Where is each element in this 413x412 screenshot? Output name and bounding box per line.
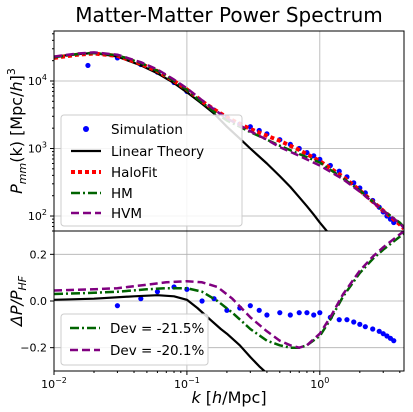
- bottom-series-simulation-point: [154, 289, 161, 295]
- legend-label-dev-hvm: Dev = -20.1%: [110, 343, 205, 359]
- bottom-series-dev-20-1-line: [54, 231, 404, 349]
- chart-title: Matter-Matter Power Spectrum: [75, 3, 382, 27]
- bottom-y-axis-label: ΔP/PHF: [7, 275, 29, 328]
- bottom-series-simulation-point: [224, 307, 230, 313]
- bottom-series-simulation-point: [344, 317, 350, 323]
- bottom-y-ticks: −0.2 0.0 0.2: [20, 248, 54, 355]
- bottom-series-simulation-point: [277, 310, 283, 316]
- bottom-y-tick-label: 0.0: [30, 295, 48, 308]
- bottom-panel: −0.20.00.2 10−2 10−1 100 ΔP/PHF k [h/Mpc] …: [7, 230, 405, 407]
- top-panel: 102 103 104 Pmm(k) [Mpc/h]3 Simulation Lin…: [5, 30, 405, 232]
- legend-label-dev-hm: Dev = -21.5%: [110, 321, 205, 337]
- legend-label-hm: HM: [111, 186, 133, 202]
- top-series-simulation-point: [336, 168, 342, 174]
- x-tick-label: 10−1: [174, 376, 200, 391]
- x-axis-label: k [h/Mpc]: [191, 388, 266, 407]
- legend-label-halofit: HaloFit: [111, 165, 157, 181]
- bottom-series-simulation-point: [370, 326, 376, 332]
- bottom-series-simulation-point: [304, 310, 310, 316]
- bottom-series-dev-21-5-line: [54, 232, 404, 349]
- bottom-series-simulation-point: [199, 298, 205, 304]
- bottom-legend: Dev = -21.5% Dev = -20.1%: [60, 313, 209, 366]
- bottom-series-simulation-point: [296, 310, 302, 316]
- top-legend-box: [60, 114, 243, 227]
- bottom-y-tick-label: 0.2: [30, 248, 48, 261]
- bottom-series-simulation-point: [380, 331, 386, 337]
- bottom-series-simulation-point: [287, 312, 293, 318]
- bottom-series-simulation-point: [256, 307, 262, 313]
- bottom-series-simulation-point: [362, 324, 368, 330]
- bottom-legend-box: [60, 313, 209, 366]
- bottom-y-tick-label: −0.2: [20, 342, 47, 355]
- legend-label-linear-theory: Linear Theory: [111, 144, 204, 160]
- bottom-series-simulation-point: [351, 319, 357, 325]
- bottom-series-simulation-point: [138, 296, 144, 302]
- top-y-tick-label: 103: [28, 141, 47, 156]
- legend-label-hvm: HVM: [111, 206, 142, 222]
- top-y-ticks: 102 103 104: [28, 33, 54, 232]
- top-y-tick-label: 102: [28, 208, 47, 223]
- legend-marker-simulation: [83, 126, 89, 132]
- top-series-simulation-point: [311, 153, 317, 159]
- x-tick-label: 100: [310, 376, 329, 391]
- bottom-series-simulation-point: [391, 338, 397, 344]
- bottom-series: [54, 231, 404, 371]
- bottom-series-simulation-point: [264, 312, 270, 318]
- bottom-series-simulation-point: [114, 303, 121, 309]
- top-legend: Simulation Linear Theory HaloFit HM HVM: [60, 114, 243, 227]
- x-tick-label: 10−2: [41, 376, 67, 391]
- bottom-series-simulation-point: [336, 317, 342, 323]
- bottom-series-simulation-point: [317, 310, 323, 316]
- top-y-tick-label: 104: [28, 73, 47, 88]
- legend-label-simulation: Simulation: [111, 122, 183, 138]
- top-series-simulation-point: [85, 62, 91, 69]
- bottom-series-simulation-point: [247, 303, 253, 309]
- top-y-axis-label: Pmm(k) [Mpc/h]3: [5, 68, 29, 194]
- top-series-simulation-point: [391, 219, 397, 226]
- bottom-series-simulation-point: [357, 321, 363, 327]
- bottom-series-simulation-point: [376, 328, 382, 334]
- bottom-series-simulation-point: [311, 312, 317, 318]
- bottom-x-ticks: 10−2 10−1 100: [41, 371, 401, 391]
